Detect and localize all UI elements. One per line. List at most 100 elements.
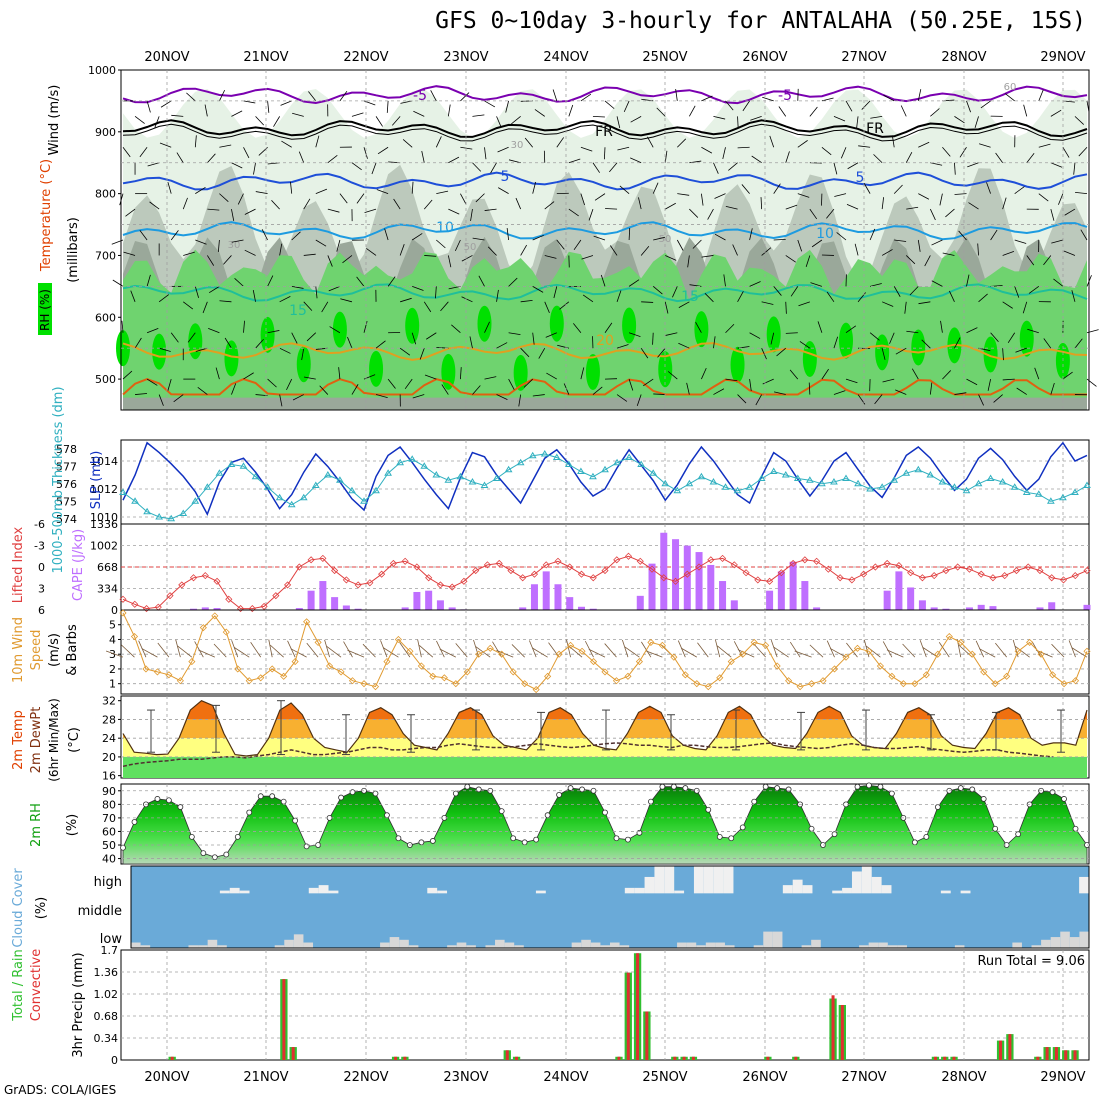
rh-marker [418,839,425,846]
cloud-bar [229,887,240,894]
rh-marker [556,791,562,798]
wind-barb [722,147,726,160]
wind-barb [209,286,220,294]
thickness-marker [613,458,621,466]
wind-barb [520,299,533,303]
wind-barb [873,154,883,164]
rh-marker [992,825,999,832]
rh-marker [762,783,769,790]
thickness-marker [516,458,525,466]
cape-bar [190,608,198,610]
upper-air-frame [120,69,1090,411]
wind-barb [478,275,485,287]
wind-barb [630,157,642,164]
wind-barb [267,275,274,287]
wind-barb [411,181,414,194]
precip-conv-bar [645,1011,649,1060]
cloud-bar [466,945,476,948]
wind-barb [749,332,761,339]
cloud-bg [131,866,1089,948]
wind-barb [154,116,160,128]
precip-conv-bar [1008,1034,1012,1060]
wind-barb [1002,378,1015,381]
wind-yticks: 1 2 3 45 [109,619,121,691]
cloud-bar [1041,939,1051,948]
contour-label: 30 [511,140,524,151]
lifted-marker [131,600,139,608]
wind-barb [1002,301,1013,309]
tick-label: 334 [97,583,118,596]
thickness-marker [757,474,766,481]
wind-barb [968,202,979,210]
wind-barb [737,146,750,149]
wind10m-barb [622,639,629,658]
tick-label: 2 [109,663,116,676]
wind10m-marker [280,672,288,680]
cloud-layer-label: high [94,875,122,890]
tick-label: 575 [56,495,77,508]
cloud-bar [677,942,687,948]
wind-barb [686,382,690,395]
precip-conv-bar [673,1056,677,1060]
cloud-bar [217,945,227,948]
wind10m-barb [1068,640,1076,658]
wind-barb [942,370,952,380]
cloud-bar [715,942,725,948]
wind-barb [647,136,654,148]
cloud-bar [239,890,250,894]
wind-barb [652,332,654,345]
wind-barb [882,378,895,383]
rh-marker [1061,796,1067,802]
lifted-marker [331,567,339,575]
thickness-markers [119,450,1091,522]
wind10m-barb [347,649,365,658]
rh-core-blob [983,336,998,373]
wind-barb [243,372,254,380]
thickness-marker [842,474,850,481]
wind10m-marker [716,674,724,682]
rh-marker [177,804,184,810]
wind-barb [186,92,196,102]
lifted-marker [718,554,727,562]
cloud-frame [130,865,1090,949]
date-label-top: 25NOV [642,50,687,65]
wind-barb [134,116,145,124]
wind-barb [833,390,846,395]
wind-barb [506,228,509,241]
cloud-bar [610,942,620,948]
wind-barb [954,116,965,124]
wind-barb [183,251,195,256]
wind-barb [171,114,184,117]
wind10m-marker [211,612,219,620]
cloud-bar [274,945,285,948]
precip-conv-bar [626,972,630,1060]
wind10m-marker [360,680,368,688]
tick-label: 80 [102,798,116,811]
temp-grid [121,719,1089,758]
wind-barb [664,150,668,163]
wind10m-marker [417,662,425,670]
wind-barb [811,239,823,248]
cloud-bar [284,939,294,948]
wind-barb [881,249,893,256]
date-axis-top: 20NOV 21NOV 22NOV 23NOV 24NOV 25NOV 26NOV 27NOV… [144,50,1085,65]
lifted-marker [295,563,303,571]
cape-bar [201,607,209,610]
precip-conv-bar [505,1050,509,1060]
wind-barb [173,394,184,403]
cloud-bar [940,890,951,894]
cloud-bar [811,939,821,948]
wind-barb [303,253,316,256]
wind-barb [762,378,774,385]
cloud-bar [514,945,524,948]
cloud-bar [308,887,319,894]
wind-barb [125,208,136,217]
wind-barb [202,301,208,314]
wind10m-marker [819,677,827,685]
tick-label: 32 [102,695,116,708]
ylabel-2m-dewpt: 2m DewPt [29,707,44,774]
lifted-marker [319,554,327,562]
wind-barb [292,112,304,117]
wind-barb [387,378,396,389]
wind-barb [508,332,521,335]
